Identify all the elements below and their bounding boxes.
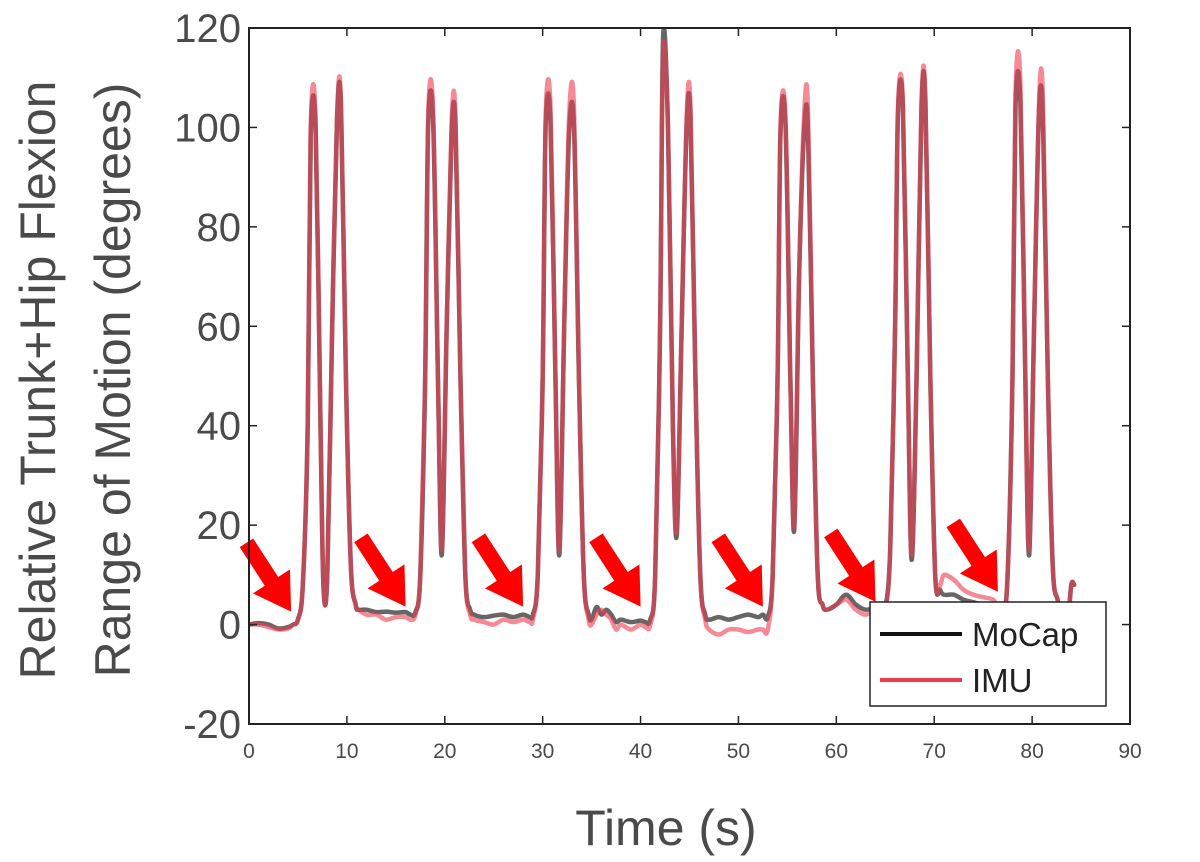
- annotation-arrow: [946, 518, 998, 592]
- annotation-arrow: [471, 533, 524, 607]
- legend-label-mocap: MoCap: [972, 616, 1078, 653]
- x-tick-label: 40: [629, 740, 652, 763]
- arrow-head: [959, 549, 998, 592]
- x-tick-label: 50: [727, 740, 750, 763]
- arrow-head: [837, 559, 876, 602]
- x-tick-label: 70: [923, 740, 946, 763]
- arrow-shaft: [589, 533, 630, 585]
- legend-box: [869, 601, 1107, 707]
- y-axis-title-line2: Range of Motion (degrees): [85, 83, 141, 678]
- y-tick-label: 0: [219, 604, 241, 648]
- x-tick-label: 30: [531, 740, 554, 763]
- legend: MoCap IMU: [869, 601, 1107, 707]
- y-axis-title-line1: Relative Trunk+Hip Flexion: [10, 81, 66, 680]
- arrow-head: [485, 564, 524, 607]
- arrow-shaft: [946, 518, 988, 570]
- x-tick-label: 20: [433, 740, 456, 763]
- y-tick-label: -20: [183, 703, 241, 747]
- plot-frame: [248, 27, 1131, 725]
- annotation-arrow: [711, 533, 763, 607]
- arrow-shaft: [711, 533, 753, 585]
- x-tick-label: 60: [825, 740, 848, 763]
- x-tick-label: 10: [335, 740, 358, 763]
- arrow-shaft: [471, 533, 513, 585]
- annotation-arrow: [824, 528, 876, 602]
- x-tick-label: 0: [243, 740, 255, 763]
- series-line-imu: [249, 39, 1077, 637]
- y-tick-label: 100: [174, 106, 241, 150]
- x-axis-title: Time (s): [575, 800, 756, 856]
- arrow-head: [602, 564, 641, 607]
- x-tick-label: 80: [1020, 740, 1043, 763]
- x-tick-label: 90: [1118, 740, 1141, 763]
- y-tick-label: 20: [197, 504, 242, 548]
- y-tick-label: 60: [197, 305, 242, 349]
- annotation-arrow: [589, 533, 641, 607]
- y-tick-label: 40: [197, 405, 242, 449]
- annotation-arrow: [354, 533, 406, 607]
- arrow-shaft: [824, 528, 865, 580]
- arrow-shaft: [354, 533, 395, 585]
- y-tick-label: 80: [197, 206, 242, 250]
- arrow-head: [367, 564, 406, 607]
- y-tick-label: 120: [174, 7, 241, 51]
- arrow-head: [724, 564, 763, 607]
- legend-label-imu: IMU: [972, 662, 1033, 699]
- arrow-head: [253, 569, 292, 612]
